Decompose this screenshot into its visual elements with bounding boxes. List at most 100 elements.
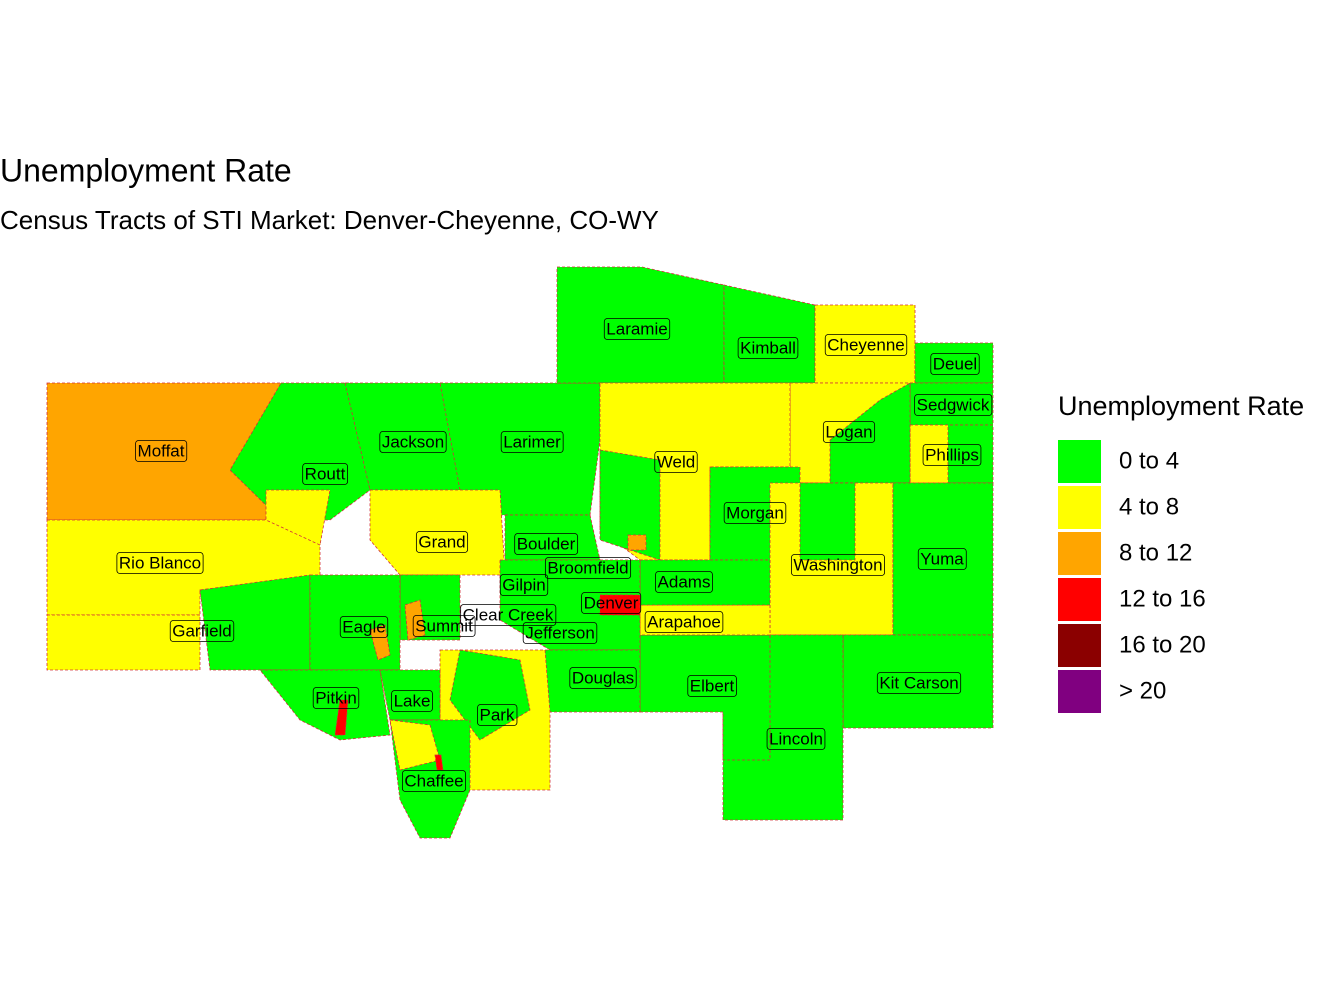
- county-label-box: [522, 622, 598, 644]
- county-shape: [627, 534, 647, 551]
- county-label-box: [922, 444, 982, 466]
- county-label-box: [876, 672, 962, 694]
- legend-title: Unemployment Rate: [1058, 391, 1304, 421]
- county-label: Moffat: [138, 441, 185, 460]
- county-label: Pitkin: [315, 688, 357, 707]
- county-label: Gilpin: [502, 575, 545, 594]
- county-label-box: [116, 552, 204, 574]
- county-label-box: [302, 463, 348, 485]
- county-label-box: [135, 440, 188, 462]
- legend-label: 4 to 8: [1119, 493, 1179, 520]
- county-label-box: [914, 394, 993, 416]
- county-label-box: [603, 318, 671, 340]
- county-shape: [265, 489, 331, 546]
- county-label-box: [544, 557, 632, 579]
- county-label-box: [412, 615, 476, 637]
- county-labels: Laramie Kimball Cheyenne Deuel Sedgwick Moffa…: [116, 318, 993, 792]
- county-label-box: [401, 770, 467, 792]
- county-label-box: [766, 728, 826, 750]
- county-label: Routt: [305, 464, 346, 483]
- county-label-box: [822, 421, 876, 443]
- county-label: Yuma: [920, 549, 964, 568]
- county-label: Lake: [394, 691, 431, 710]
- county-label-box: [930, 353, 980, 375]
- county-label: Summit: [415, 616, 473, 635]
- county-label-box: [644, 611, 724, 633]
- county-label: Adams: [658, 572, 711, 591]
- county-label-box: [723, 502, 787, 524]
- legend-label: 12 to 16: [1119, 585, 1206, 612]
- county-label: Garfield: [172, 621, 232, 640]
- county-label-box: [824, 334, 908, 356]
- county-shape: [369, 624, 391, 661]
- county-label-box: [169, 620, 235, 642]
- county-label: Weld: [657, 452, 695, 471]
- county-label-box: [655, 571, 713, 593]
- county-label: Elbert: [690, 676, 735, 695]
- county-label: Kimball: [740, 338, 796, 357]
- county-shape: [229, 382, 371, 521]
- county-label: Deuel: [933, 354, 977, 373]
- county-shape: [434, 754, 444, 771]
- legend: 0 to 4 4 to 8 8 to 12 12 to 16 16 to 20 > 20: [1058, 440, 1206, 713]
- legend-swatch: [1058, 532, 1101, 575]
- county-label: Logan: [825, 422, 872, 441]
- county-shape: [449, 649, 531, 741]
- county-label: Douglas: [572, 668, 634, 687]
- county-label-box: [654, 451, 698, 473]
- county-label-box: [569, 667, 637, 689]
- county-label: Kit Carson: [879, 673, 958, 692]
- county-label: Park: [480, 705, 515, 724]
- county-label: Larimer: [503, 432, 561, 451]
- county-label: Jackson: [382, 432, 444, 451]
- county-label-box: [379, 431, 447, 453]
- county-label: Morgan: [726, 503, 784, 522]
- county-shape: [723, 284, 816, 384]
- county-label: Grand: [418, 532, 465, 551]
- county-label: Chaffee: [404, 771, 463, 790]
- county-label: Arapahoe: [647, 612, 721, 631]
- county-label-box: [339, 616, 389, 638]
- county-shape: [829, 382, 911, 484]
- legend-swatch: [1058, 624, 1101, 667]
- county-label: Phillips: [925, 445, 979, 464]
- county-label-box: [477, 704, 518, 726]
- county-label: Denver: [584, 593, 639, 612]
- county-label-box: [391, 690, 433, 712]
- legend-label: 8 to 12: [1119, 539, 1192, 566]
- county-label-box: [687, 675, 737, 697]
- county-label: Cheyenne: [827, 335, 905, 354]
- county-label-box: [312, 687, 360, 709]
- county-label: Clear Creek: [463, 605, 554, 624]
- county-label-box: [500, 431, 564, 453]
- county-label-box: [514, 533, 579, 555]
- county-label: Rio Blanco: [119, 553, 201, 572]
- legend-swatch: [1058, 440, 1101, 483]
- county-shape: [842, 634, 994, 729]
- legend-swatch: [1058, 670, 1101, 713]
- county-label: Sedgwick: [917, 395, 990, 414]
- county-label-box: [499, 574, 549, 596]
- county-label: Washington: [793, 555, 882, 574]
- map-title: Unemployment Rate: [0, 152, 292, 188]
- county-label-box: [581, 592, 642, 614]
- legend-label: > 20: [1119, 677, 1166, 704]
- county-label-box: [917, 548, 967, 570]
- legend-swatch: [1058, 486, 1101, 529]
- county-label: Jefferson: [525, 623, 595, 642]
- county-label-box: [415, 531, 469, 553]
- legend-label: 16 to 20: [1119, 631, 1206, 658]
- county-label-box: [460, 604, 557, 626]
- county-shape: [344, 382, 461, 491]
- county-label-box: [791, 554, 885, 576]
- county-label: Lincoln: [769, 729, 823, 748]
- legend-label: 0 to 4: [1119, 447, 1179, 474]
- county-label: Boulder: [517, 534, 576, 553]
- county-shape: [46, 614, 201, 671]
- county-label-box: [737, 337, 799, 359]
- map-subtitle: Census Tracts of STI Market: Denver-Chey…: [0, 205, 659, 235]
- county-shape: [639, 634, 771, 761]
- county-shape: [799, 482, 856, 561]
- county-label: Eagle: [342, 617, 385, 636]
